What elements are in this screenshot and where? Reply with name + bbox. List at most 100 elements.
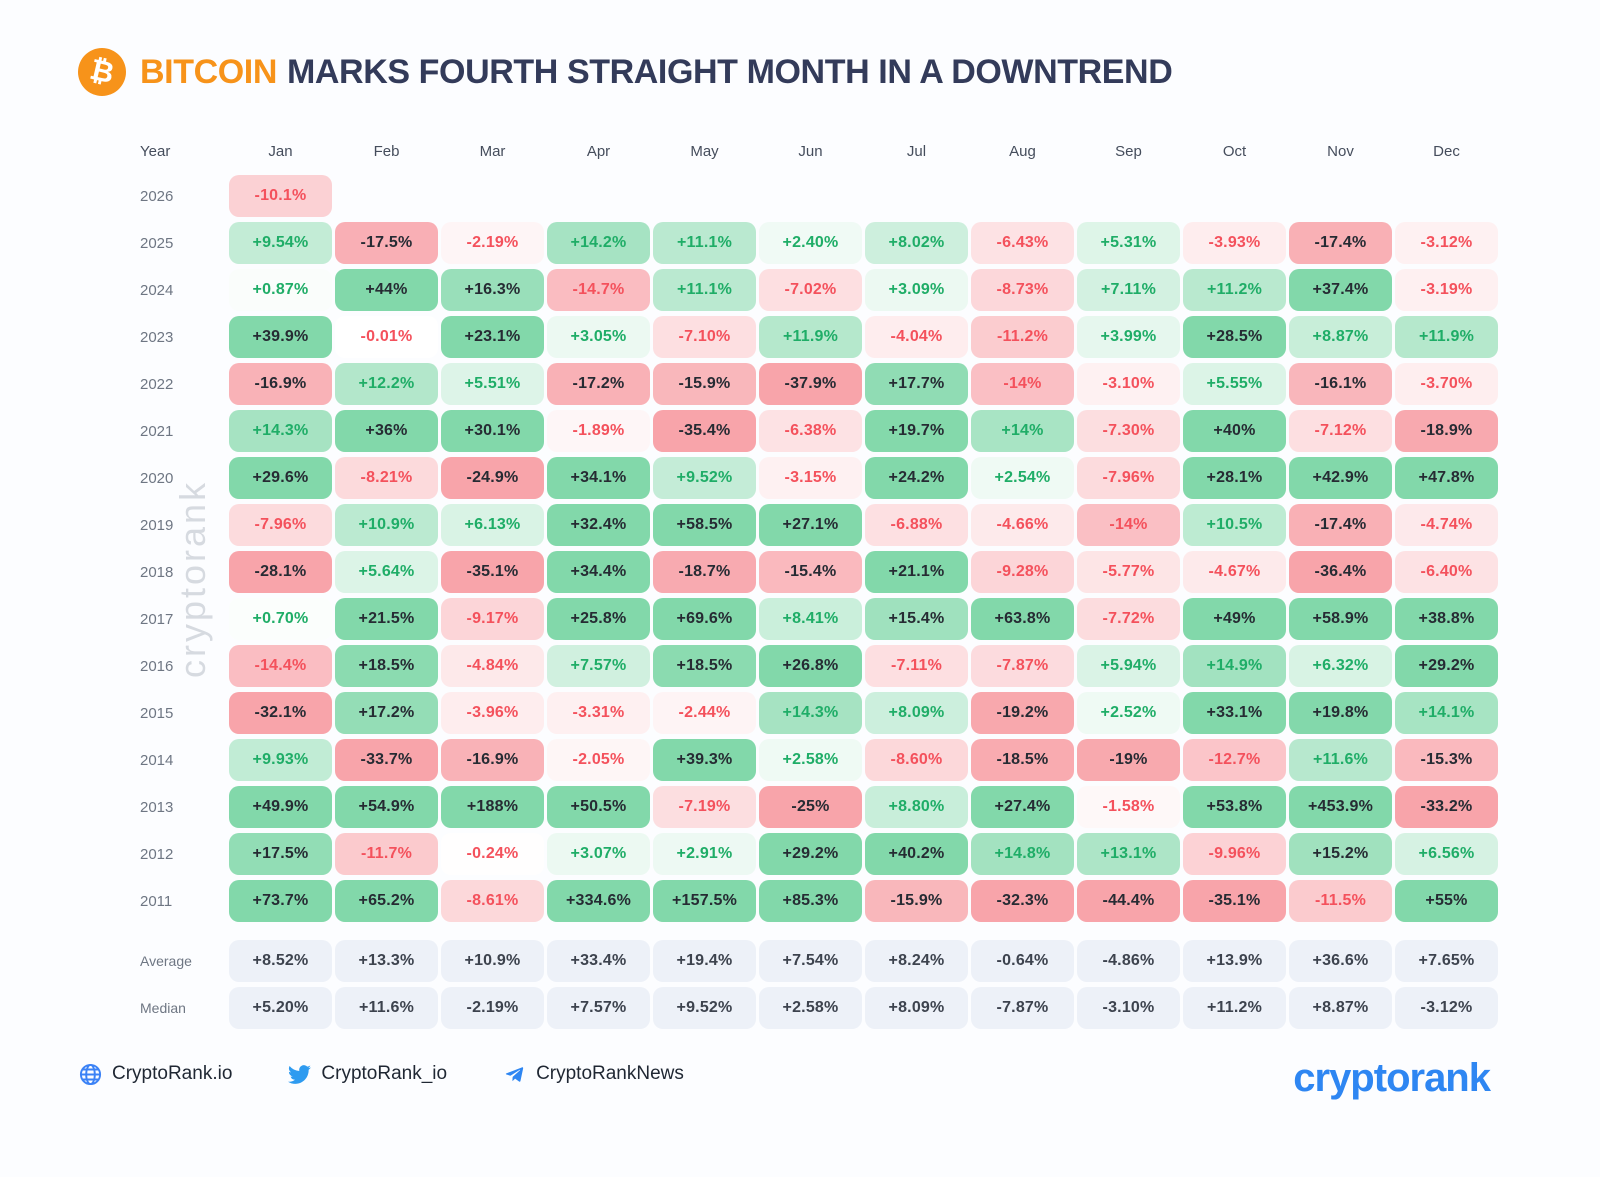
cell-2020-feb: -8.21% — [335, 457, 438, 499]
cell-2021-dec: -18.9% — [1395, 410, 1498, 452]
cell-2017-oct: +49% — [1183, 598, 1286, 640]
cell-2013-jan: +49.9% — [229, 786, 332, 828]
row-label-average: Average — [140, 953, 192, 969]
cell-2015-apr: -3.31% — [547, 692, 650, 734]
cell-2014-jul: -8.60% — [865, 739, 968, 781]
cell-2013-dec: -33.2% — [1395, 786, 1498, 828]
row-label-2020: 2020 — [140, 469, 174, 487]
cell-2019-feb: +10.9% — [335, 504, 438, 546]
cell-2014-apr: -2.05% — [547, 739, 650, 781]
cell-2012-jul: +40.2% — [865, 833, 968, 875]
cell-2023-feb: -0.01% — [335, 316, 438, 358]
cell-2011-jul: -15.9% — [865, 880, 968, 922]
row-label-2023: 2023 — [140, 328, 174, 346]
cell-2016-may: +18.5% — [653, 645, 756, 687]
cell-2017-nov: +58.9% — [1289, 598, 1392, 640]
cell-2025-aug: -6.43% — [971, 222, 1074, 264]
cell-2021-may: -35.4% — [653, 410, 756, 452]
column-header-jun: Jun — [798, 142, 823, 160]
bitcoin-glyph: ₿ — [86, 53, 118, 90]
cell-2015-oct: +33.1% — [1183, 692, 1286, 734]
cell-2017-dec: +38.8% — [1395, 598, 1498, 640]
header: ₿ BITCOIN MARKS FOURTH STRAIGHT MONTH IN … — [78, 48, 1173, 96]
row-label-2012: 2012 — [140, 845, 174, 863]
column-header-aug: Aug — [1009, 142, 1036, 160]
cell-2016-jul: -7.11% — [865, 645, 968, 687]
column-header-may: May — [690, 142, 719, 160]
cell-2011-jun: +85.3% — [759, 880, 862, 922]
cell-2018-dec: -6.40% — [1395, 551, 1498, 593]
cell-2024-apr: -14.7% — [547, 269, 650, 311]
cell-2012-feb: -11.7% — [335, 833, 438, 875]
cell-median-jan: +5.20% — [229, 987, 332, 1029]
cell-2019-aug: -4.66% — [971, 504, 1074, 546]
link-label: CryptoRank_io — [321, 1063, 448, 1084]
cell-average-oct: +13.9% — [1183, 940, 1286, 982]
cell-2015-jul: +8.09% — [865, 692, 968, 734]
cell-2021-jul: +19.7% — [865, 410, 968, 452]
cell-2013-feb: +54.9% — [335, 786, 438, 828]
link-telegram[interactable]: CryptoRankNews — [502, 1062, 684, 1086]
telegram-icon — [502, 1062, 526, 1086]
cell-median-jun: +2.58% — [759, 987, 862, 1029]
cell-average-sep: -4.86% — [1077, 940, 1180, 982]
row-label-2017: 2017 — [140, 610, 174, 628]
row-label-2015: 2015 — [140, 704, 174, 722]
cell-median-apr: +7.57% — [547, 987, 650, 1029]
cell-2017-may: +69.6% — [653, 598, 756, 640]
cell-2024-feb: +44% — [335, 269, 438, 311]
cell-2012-jan: +17.5% — [229, 833, 332, 875]
cell-2022-nov: -16.1% — [1289, 363, 1392, 405]
column-header-apr: Apr — [586, 142, 611, 160]
cell-median-may: +9.52% — [653, 987, 756, 1029]
cell-2012-oct: -9.96% — [1183, 833, 1286, 875]
cell-average-jul: +8.24% — [865, 940, 968, 982]
cell-2013-oct: +53.8% — [1183, 786, 1286, 828]
cell-2015-jun: +14.3% — [759, 692, 862, 734]
cell-average-nov: +36.6% — [1289, 940, 1392, 982]
cell-2016-apr: +7.57% — [547, 645, 650, 687]
cell-2016-feb: +18.5% — [335, 645, 438, 687]
link-cryptorank-io[interactable]: CryptoRank.io — [78, 1062, 232, 1086]
cell-2024-dec: -3.19% — [1395, 269, 1498, 311]
cell-2023-jun: +11.9% — [759, 316, 862, 358]
cell-2015-sep: +2.52% — [1077, 692, 1180, 734]
column-header-jul: Jul — [906, 142, 927, 160]
cell-median-sep: -3.10% — [1077, 987, 1180, 1029]
footer: CryptoRank.io CryptoRank_io CryptoRankNe… — [78, 1062, 684, 1086]
cell-2014-mar: -16.9% — [441, 739, 544, 781]
twitter-icon — [287, 1062, 311, 1086]
cell-2023-nov: +8.87% — [1289, 316, 1392, 358]
cell-2014-oct: -12.7% — [1183, 739, 1286, 781]
cell-2018-nov: -36.4% — [1289, 551, 1392, 593]
empty-cell-2026-Jun — [759, 175, 862, 217]
cell-2017-jul: +15.4% — [865, 598, 968, 640]
cell-2016-mar: -4.84% — [441, 645, 544, 687]
cell-2016-sep: +5.94% — [1077, 645, 1180, 687]
cryptorank-logo[interactable]: cryptorank — [1293, 1056, 1491, 1100]
cell-2018-jan: -28.1% — [229, 551, 332, 593]
cell-median-oct: +11.2% — [1183, 987, 1286, 1029]
cell-2016-jun: +26.8% — [759, 645, 862, 687]
cell-2019-oct: +10.5% — [1183, 504, 1286, 546]
cell-2021-oct: +40% — [1183, 410, 1286, 452]
cell-2023-mar: +23.1% — [441, 316, 544, 358]
cell-2019-sep: -14% — [1077, 504, 1180, 546]
globe-icon — [78, 1062, 102, 1086]
cell-median-feb: +11.6% — [335, 987, 438, 1029]
cell-2024-nov: +37.4% — [1289, 269, 1392, 311]
row-label-2021: 2021 — [140, 422, 174, 440]
cell-2014-jun: +2.58% — [759, 739, 862, 781]
cell-2017-aug: +63.8% — [971, 598, 1074, 640]
link-twitter[interactable]: CryptoRank_io — [287, 1062, 447, 1086]
cell-2011-feb: +65.2% — [335, 880, 438, 922]
cell-2020-may: +9.52% — [653, 457, 756, 499]
cell-2020-oct: +28.1% — [1183, 457, 1286, 499]
row-label-2024: 2024 — [140, 281, 174, 299]
cell-2019-jan: -7.96% — [229, 504, 332, 546]
cell-2020-dec: +47.8% — [1395, 457, 1498, 499]
cell-2022-dec: -3.70% — [1395, 363, 1498, 405]
empty-cell-2026-Dec — [1395, 175, 1498, 217]
cell-2012-jun: +29.2% — [759, 833, 862, 875]
cell-2018-jul: +21.1% — [865, 551, 968, 593]
